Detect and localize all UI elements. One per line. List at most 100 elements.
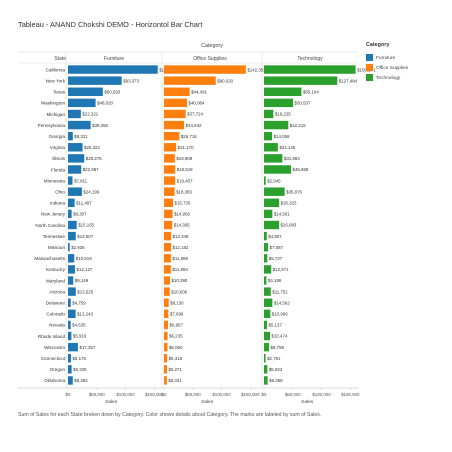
data-label-technology-rhode-island: $10,474 [272,334,288,339]
bar-office-supplies-rhode-island [164,331,168,341]
bar-technology-maryland [264,276,267,285]
data-label-furniture-oregon: $6,338 [73,367,87,372]
data-label-technology-georgia: $14,059 [274,134,290,139]
state-label-ohio: Ohio [55,189,65,194]
state-label-california: California [46,67,66,72]
column-header-category: Category [201,43,223,49]
data-label-technology-oregon: $5,822 [269,367,283,372]
bar-office-supplies-oregon [164,365,168,374]
state-label-pennsylvania: Pennsylvania [38,123,66,128]
state-label-maryland: Maryland [46,278,65,283]
bar-technology-indiana [264,198,280,208]
bar-furniture-minnesota [68,176,73,185]
data-label-technology-delaware: $14,562 [274,300,290,305]
data-label-technology-texas: $65,104 [303,89,319,94]
data-label-technology-tennessee: $4,807 [268,234,282,239]
data-label-furniture-illinois: $28,275 [86,156,102,161]
data-label-furniture-north-carolina: $15,155 [78,223,94,228]
data-label-technology-arizona: $11,751 [272,289,288,294]
bar-technology-illinois [264,154,283,163]
state-label-georgia: Georgia [49,134,66,139]
data-label-technology-ohio: $35,876 [286,189,302,194]
data-label-technology-washington: $50,537 [295,101,311,106]
bar-furniture-massachusetts [68,254,75,263]
bar-technology-wisconsin [264,342,270,352]
data-label-office-supplies-florida: $19,519 [177,167,193,172]
state-label-delaware: Delaware [46,301,66,306]
bar-furniture-illinois [68,154,85,163]
data-label-furniture-arizona: $13,525 [77,289,93,294]
bar-technology-delaware [264,298,273,307]
data-label-technology-oklahoma: $6,368 [269,378,283,383]
data-label-furniture-washington: $48,020 [97,101,113,106]
bar-office-supplies-minnesota [164,176,176,185]
bar-office-supplies-wisconsin [164,342,168,352]
bar-technology-tennessee [264,231,267,241]
bar-office-supplies-indiana [164,198,174,208]
legend-item-furniture[interactable]: Furniture [366,54,395,61]
bar-office-supplies-new-jersey [164,209,173,219]
bar-technology-pennsylvania [264,120,289,130]
bar-technology-massachusetts [264,254,268,263]
data-label-furniture-connecticut: $5,175 [72,356,86,361]
data-label-office-supplies-illinois: $18,908 [176,156,192,161]
panel-header-office-supplies: Office Supplies [193,56,227,62]
data-label-furniture-tennessee: $13,507 [77,234,93,239]
data-label-office-supplies-rhode-island: $6,235 [169,334,183,339]
bar-furniture-texas [68,87,103,96]
bar-technology-oklahoma [264,376,268,385]
legend-item-office-supplies[interactable]: Office Supplies [366,64,408,71]
state-label-tennessee: Tennessee [43,234,66,239]
bar-office-supplies-illinois [164,154,175,163]
legend-title: Category [366,42,390,48]
bar-furniture-georgia [68,131,73,141]
data-label-office-supplies-missouri: $12,182 [173,245,189,250]
bar-technology-kentucky [264,265,272,274]
data-label-office-supplies-delaware: $8,130 [170,300,184,305]
data-label-furniture-delaware: $4,759 [72,300,86,305]
panel-header-furniture: Furniture [104,56,124,62]
x-tick-label-office-supplies-3: $150,000 [241,392,260,397]
bar-office-supplies-massachusetts [164,254,171,263]
data-label-furniture-new-jersey: $6,307 [73,212,87,217]
bar-furniture-washington [68,98,96,108]
data-label-technology-pennsylvania: $42,215 [290,123,306,128]
data-label-furniture-texas: $60,593 [104,89,120,94]
bar-technology-virginia [264,143,278,152]
data-label-furniture-ohio: $24,199 [83,189,99,194]
bar-office-supplies-tennessee [164,231,172,241]
state-label-minnesota: Minnesota [44,178,66,183]
data-label-office-supplies-indiana: $15,735 [175,200,191,205]
data-label-office-supplies-california: $142,352 [247,67,266,72]
data-label-technology-wisconsin: $8,798 [271,345,285,350]
x-tick-label-office-supplies-0: $0 [162,392,167,397]
legend-label-office-supplies: Office Supplies [376,65,409,71]
data-label-office-supplies-oregon: $5,271 [169,367,183,372]
data-label-office-supplies-massachusetts: $11,989 [172,256,188,261]
data-label-technology-florida: $46,968 [293,167,309,172]
bar-furniture-wisconsin [68,342,78,352]
data-label-technology-kentucky: $12,571 [273,267,289,272]
bar-technology-minnesota [264,176,266,185]
bar-technology-michigan [264,109,274,119]
bar-furniture-michigan [68,109,81,119]
bar-furniture-arizona [68,287,76,296]
legend-item-technology[interactable]: Technology [366,74,400,81]
state-label-massachusetts: Massachusetts [34,256,65,261]
x-axis-label-furniture: Sales [105,399,118,405]
state-label-connecticut: Connecticut [41,356,66,361]
state-label-washington: Washington [41,101,66,106]
bar-furniture-connecticut [68,354,71,363]
chart-footnote: Sum of Sales for each State broken down … [18,412,322,418]
bar-office-supplies-ohio [164,187,175,196]
data-label-office-supplies-minnesota: $19,407 [177,178,193,183]
bar-furniture-ohio [68,187,82,196]
state-label-colorado: Colorado [46,312,65,317]
data-label-furniture-wisconsin: $17,257 [79,345,95,350]
data-label-furniture-oklahoma: $8,284 [74,378,88,383]
state-label-virginia: Virginia [50,145,66,150]
bar-office-supplies-connecticut [164,354,168,363]
bar-technology-new-york [264,76,338,85]
data-label-office-supplies-michigan: $37,724 [187,112,203,117]
state-label-indiana: Indiana [50,201,66,206]
